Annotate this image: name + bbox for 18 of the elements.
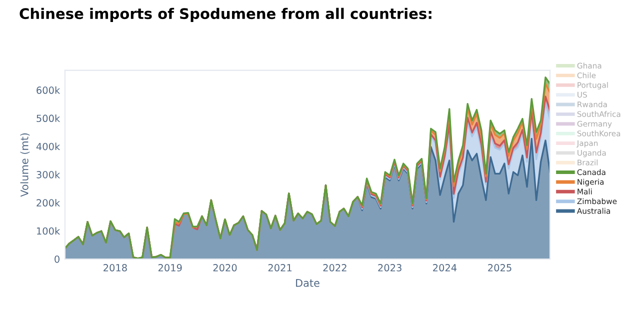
x-tick-label: 2023: [378, 264, 402, 272]
chart-title: Chinese imports of Spodumene from all countries:: [20, 8, 432, 22]
y-tick-label: 400k: [36, 142, 60, 150]
y-tick-label: 0: [54, 255, 60, 263]
x-tick-label: 2019: [158, 264, 182, 272]
x-tick-label: 2018: [104, 264, 127, 272]
x-tick-label: 2021: [268, 264, 292, 272]
y-tick-label: 100k: [37, 227, 60, 235]
x-tick-label: 2025: [488, 264, 512, 272]
y-tick-label: 600k: [36, 86, 60, 94]
x-tick-label: 2024: [433, 264, 457, 272]
y-tick-label: 200k: [36, 198, 60, 207]
x-tick-label: 2020: [213, 264, 237, 272]
y-tick-label: 300k: [36, 170, 60, 178]
x-axis-title: Date: [296, 279, 320, 287]
y-tick-label: 500k: [36, 114, 60, 122]
y-axis-title: Volume (mt): [20, 133, 30, 197]
x-tick-label: 2022: [323, 264, 346, 272]
